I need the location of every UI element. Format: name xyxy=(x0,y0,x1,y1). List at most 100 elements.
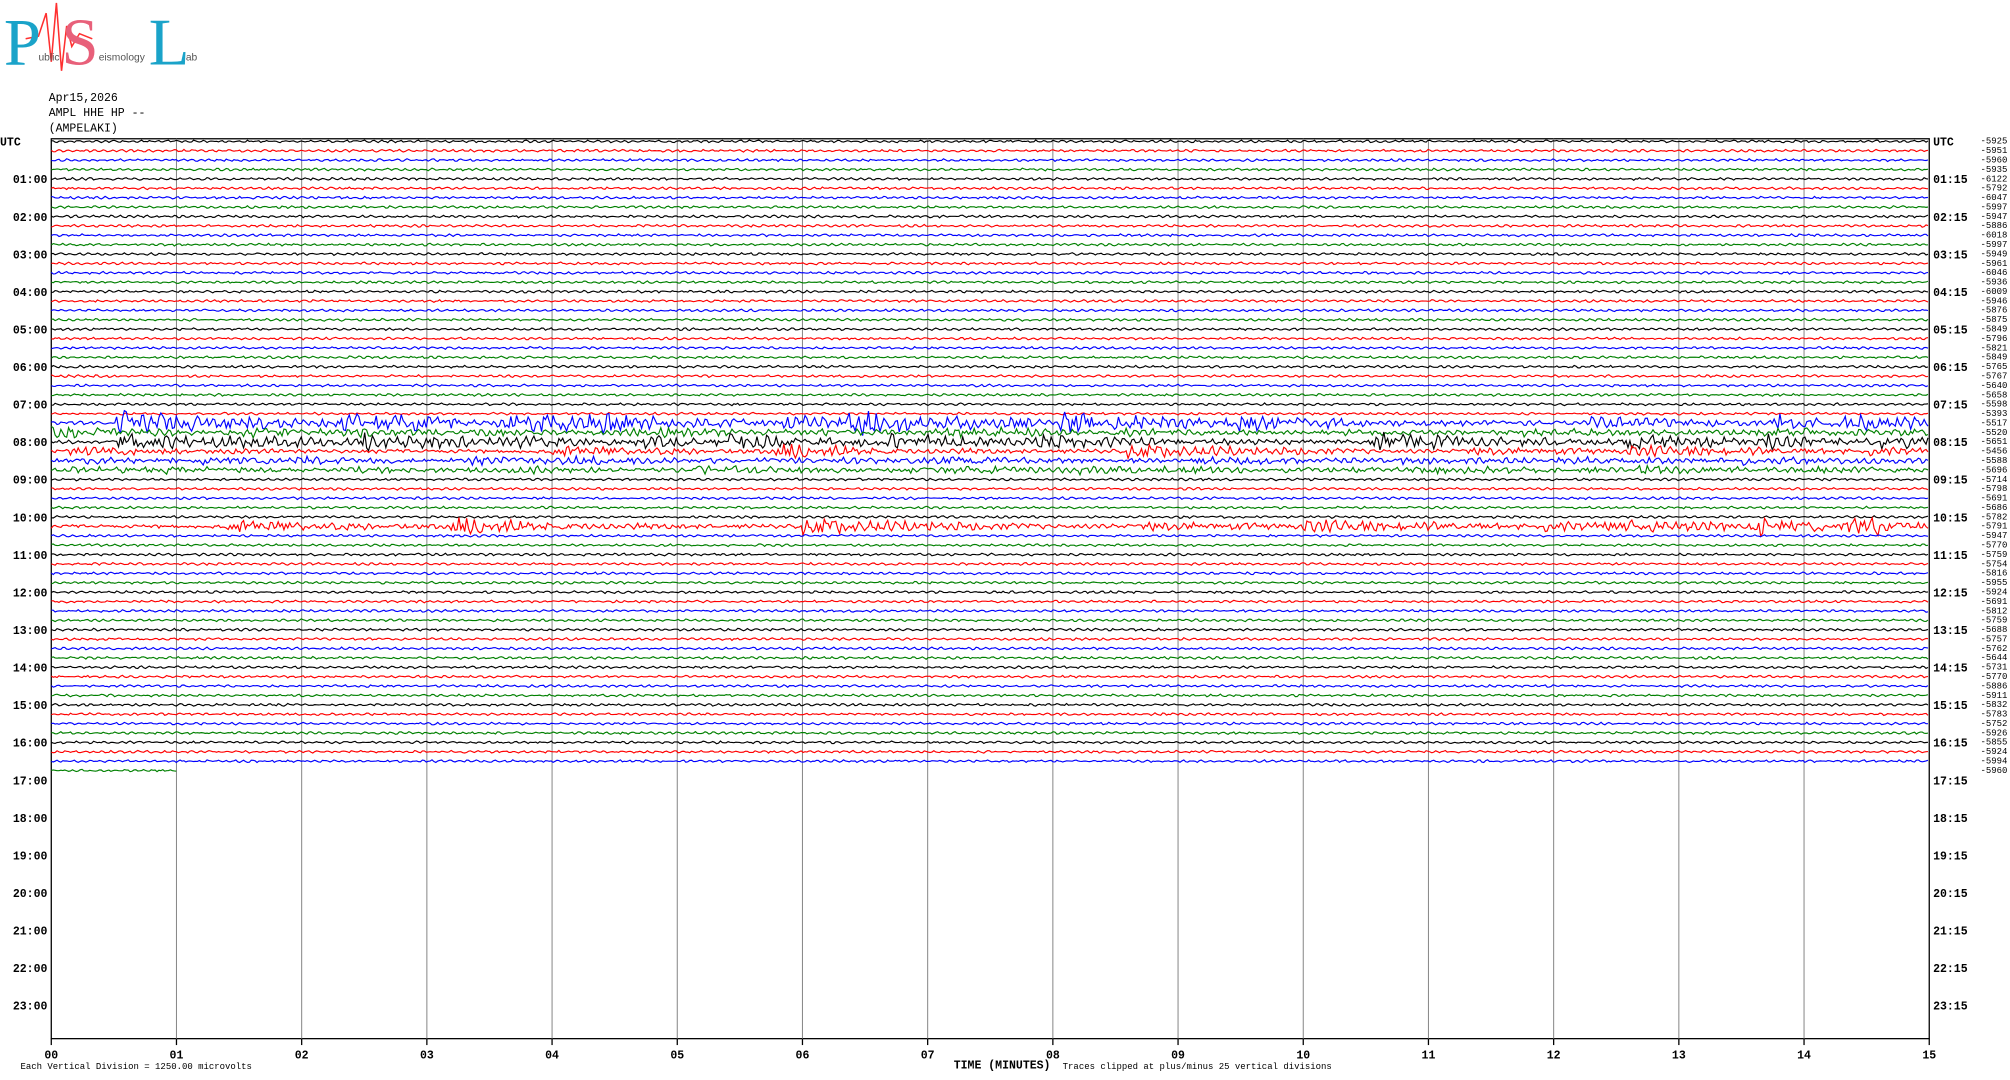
trace-level: -5393 xyxy=(1981,409,2008,419)
trace-level: -5752 xyxy=(1981,719,2008,729)
trace xyxy=(51,561,1929,566)
row-label-left: 14:00 xyxy=(13,663,48,676)
row-label-left: 01:00 xyxy=(13,174,48,187)
row-label-right: 07:15 xyxy=(1933,400,1968,413)
trace xyxy=(51,749,1928,754)
trace xyxy=(50,355,1929,360)
trace-level: -5688 xyxy=(1981,625,2008,635)
row-label-left: 08:00 xyxy=(13,437,48,450)
trace xyxy=(51,298,1929,304)
trace xyxy=(50,270,1929,275)
trace xyxy=(51,543,1929,548)
x-tick-label: 08 xyxy=(1046,1049,1060,1062)
trace-level: -5926 xyxy=(1981,728,2008,738)
trace xyxy=(51,289,1929,294)
trace-level: -5792 xyxy=(1981,184,2008,194)
trace-level: -5765 xyxy=(1981,362,2008,372)
row-label-left: 07:00 xyxy=(13,400,48,413)
row-label-right: 02:15 xyxy=(1933,212,1968,225)
trace-level: -5832 xyxy=(1981,700,2008,710)
logo-word: eismology xyxy=(99,53,146,64)
row-label-right: UTC xyxy=(1933,137,1954,150)
row-label-left: 11:00 xyxy=(13,550,48,563)
trace xyxy=(51,167,1929,172)
trace xyxy=(50,505,1929,510)
row-label-left: 18:00 xyxy=(13,813,48,826)
row-label-right: 05:15 xyxy=(1933,324,1968,337)
row-label-right: 03:15 xyxy=(1933,249,1968,262)
trace-level: -6018 xyxy=(1981,231,2008,241)
trace-level: -5783 xyxy=(1981,710,2008,720)
trace-level: -5762 xyxy=(1981,644,2008,654)
trace xyxy=(51,139,1929,144)
trace xyxy=(51,580,1929,585)
trace xyxy=(51,223,1929,228)
trace-level: -5925 xyxy=(1981,137,2008,147)
row-label-left: 15:00 xyxy=(13,700,48,713)
header-date: Apr15,2026 xyxy=(49,92,118,105)
trace-level: -5731 xyxy=(1981,663,2008,673)
trace-level: -5520 xyxy=(1981,428,2008,438)
trace xyxy=(50,148,1929,153)
trace-level: -5855 xyxy=(1981,738,2008,748)
trace-level: -5770 xyxy=(1981,541,2008,551)
x-tick-label: 10 xyxy=(1296,1049,1310,1062)
row-label-right: 14:15 xyxy=(1933,663,1968,676)
trace-level: -5757 xyxy=(1981,634,2008,644)
trace xyxy=(51,552,1929,557)
row-label-left: 17:00 xyxy=(13,775,48,788)
trace xyxy=(51,336,1929,341)
trace xyxy=(51,402,1929,407)
trace-level: -5798 xyxy=(1981,484,2008,494)
row-label-right: 20:15 xyxy=(1933,888,1968,901)
trace xyxy=(51,176,1929,181)
trace-level: -5947 xyxy=(1981,531,2008,541)
x-axis-title: TIME (MINUTES) xyxy=(954,1060,1051,1073)
trace-level: -5714 xyxy=(1981,475,2008,485)
trace xyxy=(51,533,1929,538)
trace xyxy=(51,463,1929,477)
trace-level: -5960 xyxy=(1981,155,2008,165)
trace-level: -5911 xyxy=(1981,691,2008,701)
trace-level: -6009 xyxy=(1981,287,2008,297)
trace-level: -6046 xyxy=(1981,268,2008,278)
trace xyxy=(51,195,1929,200)
trace xyxy=(51,608,1929,613)
row-label-left: 12:00 xyxy=(13,587,48,600)
trace-level: -5658 xyxy=(1981,390,2008,400)
x-tick-label: 09 xyxy=(1171,1049,1185,1062)
trace xyxy=(51,374,1929,379)
trace-level: -5767 xyxy=(1981,371,2008,381)
trace-level: -5961 xyxy=(1981,259,2008,269)
trace xyxy=(50,454,1929,468)
trace xyxy=(51,618,1929,623)
row-label-right: 22:15 xyxy=(1933,963,1968,976)
row-label-right: 17:15 xyxy=(1933,775,1968,788)
row-label-right: 16:15 xyxy=(1933,738,1968,751)
trace xyxy=(50,702,1929,707)
row-label-left: 23:00 xyxy=(13,1001,48,1014)
trace-level: -5456 xyxy=(1981,447,2008,457)
trace-level: -5875 xyxy=(1981,315,2008,325)
row-label-right: 09:15 xyxy=(1933,475,1968,488)
row-label-right: 15:15 xyxy=(1933,700,1968,713)
trace-level: -5955 xyxy=(1981,578,2008,588)
row-label-left: 16:00 xyxy=(13,738,48,751)
trace-level: -5947 xyxy=(1981,212,2008,222)
trace xyxy=(51,186,1929,191)
trace-level: -5960 xyxy=(1981,766,2008,776)
trace xyxy=(51,157,1929,163)
trace-level: -5821 xyxy=(1981,343,2008,353)
logo-letter: S xyxy=(62,6,99,79)
row-label-right: 19:15 xyxy=(1933,850,1968,863)
trace xyxy=(51,655,1929,660)
row-label-left: 10:00 xyxy=(13,512,48,525)
row-label-right: 10:15 xyxy=(1933,512,1968,525)
row-label-left: 06:00 xyxy=(13,362,48,375)
x-tick-label: 02 xyxy=(295,1049,309,1062)
trace-level: -5849 xyxy=(1981,353,2008,363)
row-label-left: 20:00 xyxy=(13,888,48,901)
trace xyxy=(51,646,1929,651)
logo: P S L ublic eismology ab xyxy=(4,2,198,79)
trace xyxy=(51,261,1929,266)
